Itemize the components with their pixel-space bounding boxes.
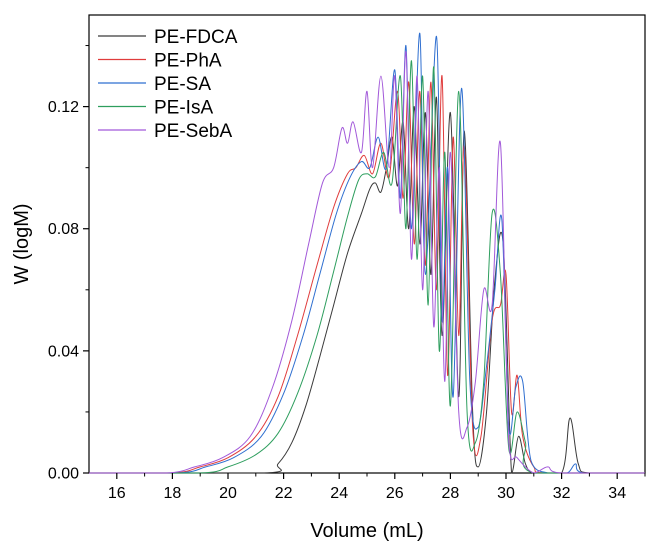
x-tick-label: 22	[275, 485, 293, 502]
series-line-pe-pha	[89, 75, 645, 474]
x-tick-label: 28	[442, 485, 460, 502]
series-line-pe-isa	[89, 60, 645, 474]
x-tick-label: 30	[497, 485, 515, 502]
legend-label: PE-SebA	[154, 121, 232, 142]
y-axis: 0.00 0.04 0.08 0.12	[48, 45, 89, 483]
x-tick-label: 20	[219, 485, 237, 502]
x-tick-label: 26	[386, 485, 404, 502]
x-tick-label: 32	[553, 485, 571, 502]
series-line-pe-fdca	[89, 96, 645, 474]
series-line-pe-sa	[89, 32, 645, 474]
x-axis-label: Volume (mL)	[310, 520, 423, 542]
legend-label: PE-FDCA	[154, 27, 238, 48]
y-axis-label: W (logM)	[11, 203, 33, 284]
y-tick-label: 0.12	[48, 99, 79, 116]
x-tick-label: 18	[164, 485, 182, 502]
series-line-pe-seba	[89, 51, 645, 474]
x-tick-label: 34	[608, 485, 626, 502]
y-tick-label: 0.00	[48, 466, 79, 483]
legend-label: PE-SA	[154, 74, 211, 95]
x-axis: 16 18 20 22 24 26 28 30 32 34	[108, 473, 646, 502]
y-tick-label: 0.08	[48, 221, 79, 238]
x-tick-label: 24	[330, 485, 348, 502]
legend-label: PE-PhA	[154, 51, 222, 72]
series-layer	[89, 32, 645, 474]
x-tick-label: 16	[108, 485, 126, 502]
y-tick-label: 0.04	[48, 343, 79, 360]
legend-label: PE-IsA	[154, 98, 213, 119]
